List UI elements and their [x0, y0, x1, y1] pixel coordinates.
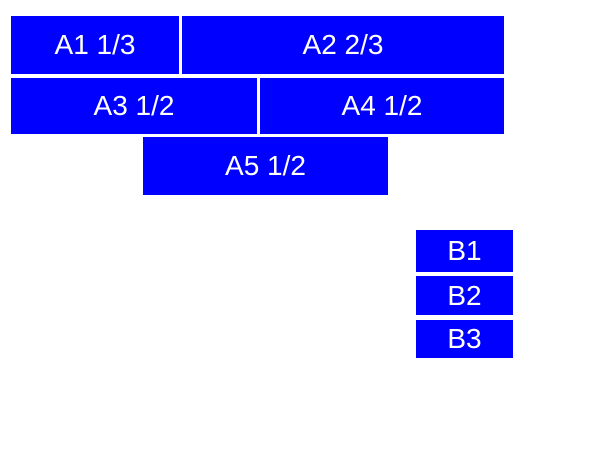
cell-a2: A2 2/3	[182, 16, 504, 74]
cell-b2: B2	[416, 276, 513, 315]
cell-b3: B3	[416, 320, 513, 358]
cell-a3: A3 1/2	[11, 78, 257, 134]
cell-a1: A1 1/3	[11, 16, 179, 74]
cell-a5: A5 1/2	[143, 137, 388, 195]
cell-a4: A4 1/2	[260, 78, 504, 134]
cell-b1: B1	[416, 230, 513, 272]
